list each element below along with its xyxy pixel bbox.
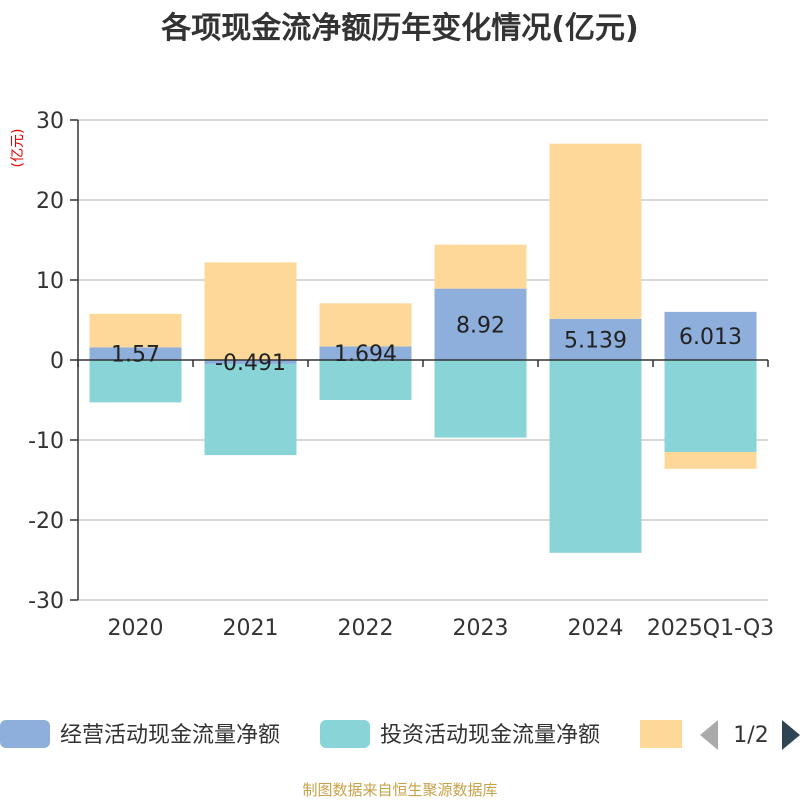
- y-tick-label: 10: [36, 269, 64, 294]
- y-tick-label: 0: [50, 349, 64, 374]
- source-note: 制图数据来自恒生聚源数据库: [302, 781, 497, 799]
- bar-s1-2022: [319, 360, 412, 400]
- y-tick-label: -10: [28, 429, 64, 454]
- x-tick-label: 2020: [108, 616, 164, 641]
- bar-s0-2024: [549, 318, 642, 360]
- bar-s0-2022: [319, 346, 412, 360]
- bar-s2-2025Q1-Q3: [664, 452, 757, 469]
- legend-prev-page-icon[interactable]: [700, 720, 718, 750]
- y-tick-label: 30: [36, 109, 64, 134]
- x-tick-label: 2022: [338, 616, 394, 641]
- legend-next-page-icon[interactable]: [782, 720, 800, 750]
- data-label: 1.694: [334, 342, 397, 367]
- bars: [89, 143, 757, 553]
- bar-s2-2021: [204, 262, 297, 360]
- legend-swatch-financing[interactable]: [640, 720, 682, 748]
- legend-label-investing[interactable]: 投资活动现金流量净额: [380, 723, 600, 748]
- x-tick-label: 2024: [568, 616, 624, 641]
- x-tick-label: 2025Q1-Q3: [647, 616, 774, 641]
- legend-swatch-investing[interactable]: [320, 720, 370, 748]
- data-label: 1.57: [111, 343, 160, 368]
- chart-title: 各项现金流净额历年变化情况(亿元): [160, 11, 638, 46]
- bar-s2-2023: [434, 244, 527, 289]
- legend-page-indicator: 1/2: [733, 723, 768, 748]
- data-label: 5.139: [564, 328, 627, 353]
- bar-s1-2025Q1-Q3: [664, 360, 757, 452]
- grid: [78, 119, 768, 601]
- legend-label-operating[interactable]: 经营活动现金流量净额: [60, 723, 280, 748]
- bar-s0-2025Q1-Q3: [664, 311, 757, 360]
- bar-s1-2021: [204, 363, 297, 456]
- data-label: 6.013: [679, 325, 742, 350]
- y-tick-label: -30: [28, 589, 64, 614]
- bar-s0-2021: [204, 360, 297, 364]
- axes: 30 20 10 0 -10 -20 -30 2020 2021 2022 2023 2024 2025…: [28, 109, 774, 641]
- bar-s1-2023: [434, 360, 527, 438]
- bar-s0-2023: [434, 288, 527, 360]
- y-tick-label: -20: [28, 509, 64, 534]
- x-tick-label: 2023: [453, 616, 509, 641]
- bar-s2-2022: [319, 303, 412, 347]
- bar-s2-2020: [89, 313, 182, 348]
- bar-s1-2020: [89, 360, 182, 403]
- x-tick-label: 2021: [223, 616, 279, 641]
- legend-swatch-operating[interactable]: [0, 720, 50, 748]
- data-label: 8.92: [456, 313, 505, 338]
- bar-s2-2024: [549, 143, 642, 319]
- legend: 经营活动现金流量净额 投资活动现金流量净额 1/2: [0, 720, 800, 750]
- bar-s0-2020: [89, 347, 182, 360]
- data-label: -0.491: [215, 351, 286, 376]
- data-labels: 1.57 -0.491 1.694 8.92 5.139 6.013: [111, 313, 742, 376]
- y-tick-label: 20: [36, 189, 64, 214]
- bar-s1-2024: [549, 360, 642, 553]
- y-axis-label: (亿元): [10, 129, 26, 168]
